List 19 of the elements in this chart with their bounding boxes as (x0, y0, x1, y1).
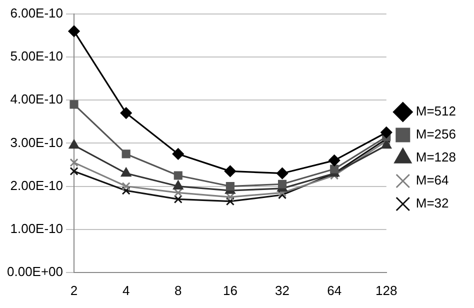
x-tick-label: 2 (70, 282, 78, 298)
y-tick-label: 5.00E-10 (10, 48, 64, 64)
y-tick-label: 1.00E-10 (10, 220, 64, 236)
x-tick-label: 4 (122, 282, 130, 298)
legend-label: M=64 (416, 172, 449, 188)
legend-label: M=128 (416, 150, 456, 165)
y-tick-label: 3.00E-10 (10, 134, 64, 150)
y-tick-label: 2.00E-10 (10, 178, 64, 193)
x-tick-label: 128 (376, 282, 398, 298)
y-tick-label: 6.00E-10 (10, 6, 64, 21)
x-tick-label: 32 (275, 282, 290, 298)
y-tick-label: 4.00E-10 (10, 92, 64, 107)
x-tick-label: 64 (327, 282, 342, 298)
x-tick-label: 8 (174, 282, 182, 298)
legend-label: M=512 (416, 104, 456, 119)
y-tick-label: 0.00E+00 (6, 264, 64, 279)
legend-label: M=32 (416, 196, 449, 211)
x-tick-label: 16 (222, 282, 238, 298)
legend-label: M=256 (416, 126, 456, 142)
